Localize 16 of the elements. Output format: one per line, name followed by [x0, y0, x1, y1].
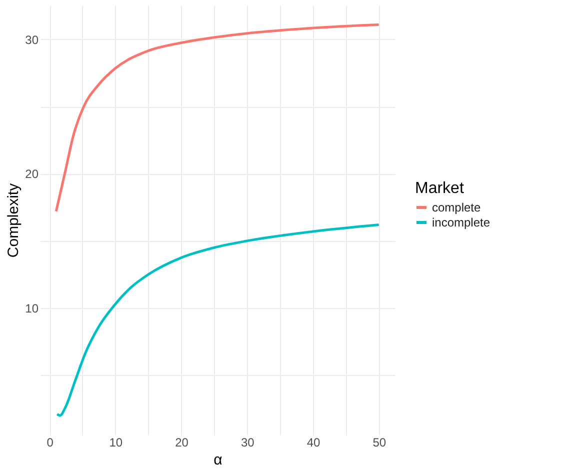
x-axis-title: α: [214, 452, 223, 468]
x-tick-label: 30: [240, 436, 255, 450]
x-tick-label: 40: [306, 436, 320, 450]
y-tick-label: 10: [25, 302, 39, 316]
legend-label: complete: [432, 200, 482, 214]
x-tick-label: 20: [175, 436, 189, 450]
y-axis-title: Complexity: [5, 182, 22, 258]
y-tick-label: 30: [25, 32, 39, 47]
line-series: [54, 23, 380, 213]
x-tick-label: 50: [372, 436, 386, 450]
legend-title: Market: [415, 180, 464, 197]
x-tick-label: 10: [109, 436, 123, 450]
legend-label: incomplete: [432, 216, 490, 230]
line-series: [56, 224, 380, 417]
y-tick-label: 20: [25, 167, 39, 182]
x-tick-label: 0: [46, 436, 54, 450]
